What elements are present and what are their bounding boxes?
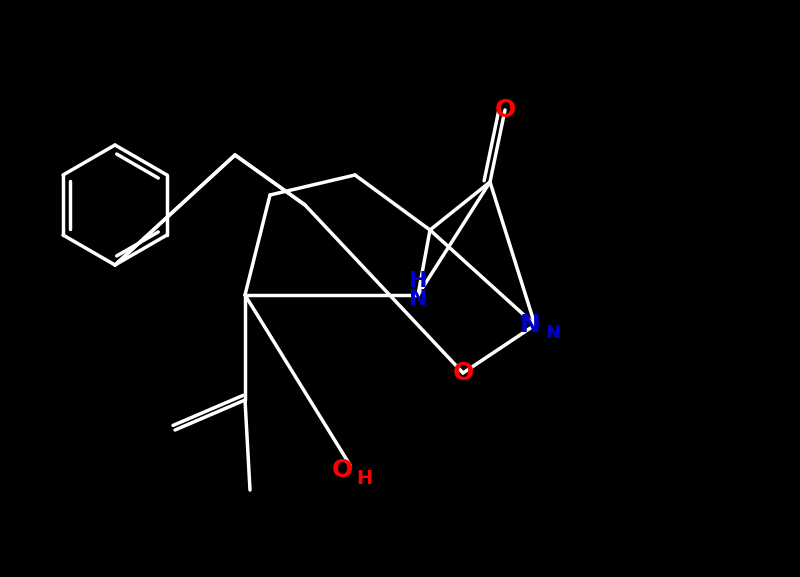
Text: H: H <box>409 271 427 291</box>
Text: N: N <box>519 313 541 337</box>
Text: N: N <box>409 289 427 309</box>
Text: O: O <box>331 458 353 482</box>
Text: O: O <box>494 98 516 122</box>
Text: O: O <box>452 361 474 385</box>
Text: N: N <box>546 324 561 342</box>
Text: H: H <box>356 469 372 488</box>
